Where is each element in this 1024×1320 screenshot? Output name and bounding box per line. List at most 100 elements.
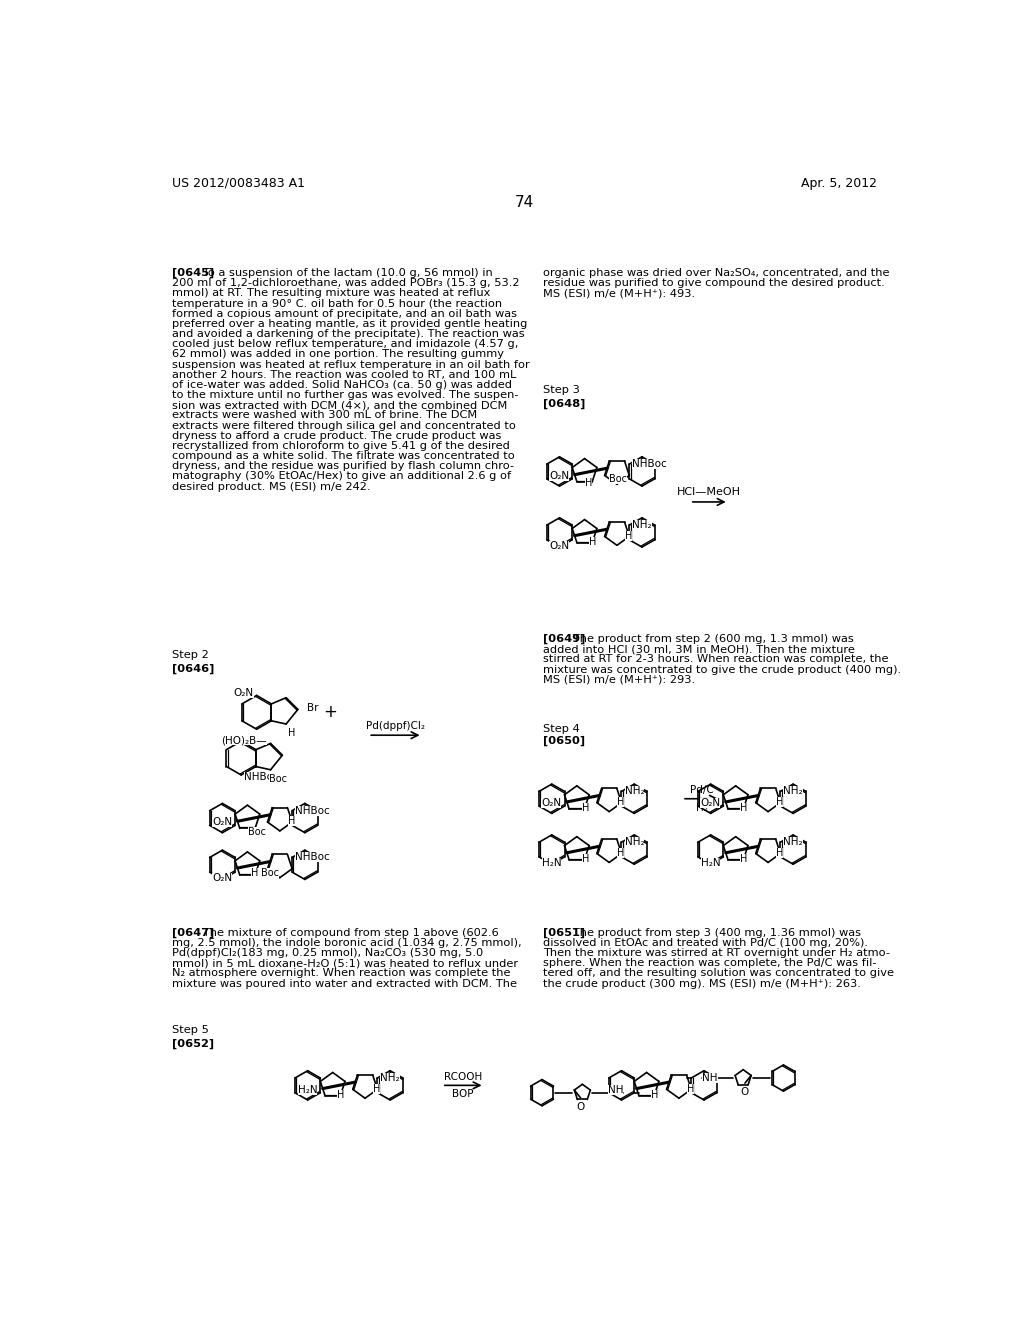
Text: [0649]: [0649] [543, 634, 585, 644]
Text: 62 mmol) was added in one portion. The resulting gummy: 62 mmol) was added in one portion. The r… [172, 350, 504, 359]
Text: NH: NH [702, 1073, 718, 1082]
Text: NHBoc: NHBoc [633, 459, 667, 469]
Text: NH₂: NH₂ [783, 787, 803, 796]
Text: (HO)₂B—: (HO)₂B— [221, 735, 266, 746]
Text: [0652]: [0652] [172, 1039, 214, 1049]
Text: mixture was poured into water and extracted with DCM. The: mixture was poured into water and extrac… [172, 978, 517, 989]
Text: stirred at RT for 2-3 hours. When reaction was complete, the: stirred at RT for 2-3 hours. When reacti… [543, 655, 888, 664]
Text: H₂N: H₂N [542, 858, 561, 867]
Text: NHBoc: NHBoc [245, 771, 279, 781]
Text: Step 2: Step 2 [172, 651, 209, 660]
Text: O₂N: O₂N [212, 817, 232, 828]
Text: H: H [288, 727, 295, 738]
Text: RCOOH: RCOOH [444, 1072, 482, 1081]
Text: NH₂: NH₂ [381, 1073, 400, 1082]
Text: H: H [740, 854, 748, 865]
Text: extracts were washed with 300 mL of brine. The DCM: extracts were washed with 300 mL of brin… [172, 411, 477, 421]
Text: NH₂: NH₂ [633, 520, 652, 531]
Text: H: H [687, 1084, 694, 1094]
Text: BOP: BOP [453, 1089, 474, 1100]
Text: NH: NH [608, 1085, 624, 1096]
Text: H: H [338, 1090, 345, 1100]
Text: dryness to afford a crude product. The crude product was: dryness to afford a crude product. The c… [172, 430, 502, 441]
Text: O: O [740, 1086, 750, 1097]
Text: H: H [651, 1090, 658, 1100]
Text: of ice-water was added. Solid NaHCO₃ (ca. 50 g) was added: of ice-water was added. Solid NaHCO₃ (ca… [172, 380, 512, 389]
Text: O₂N: O₂N [549, 471, 569, 480]
Text: O₂N: O₂N [233, 688, 254, 698]
Text: mixture was concentrated to give the crude product (400 mg).: mixture was concentrated to give the cru… [543, 664, 901, 675]
Text: To a suspension of the lactam (10.0 g, 56 mmol) in: To a suspension of the lactam (10.0 g, 5… [193, 268, 493, 279]
Text: The product from step 3 (400 mg, 1.36 mmol) was: The product from step 3 (400 mg, 1.36 mm… [562, 928, 861, 937]
Text: H: H [617, 847, 625, 858]
Text: H: H [776, 847, 783, 858]
Text: Step 5: Step 5 [172, 1026, 209, 1035]
Text: and avoided a darkening of the precipitate). The reaction was: and avoided a darkening of the precipita… [172, 329, 524, 339]
Text: suspension was heated at reflux temperature in an oil bath for: suspension was heated at reflux temperat… [172, 359, 530, 370]
Text: dryness, and the residue was purified by flash column chro-: dryness, and the residue was purified by… [172, 461, 514, 471]
Text: extracts were filtered through silica gel and concentrated to: extracts were filtered through silica ge… [172, 421, 516, 430]
Text: N₂ atmosphere overnight. When reaction was complete the: N₂ atmosphere overnight. When reaction w… [172, 969, 511, 978]
Text: preferred over a heating mantle, as it provided gentle heating: preferred over a heating mantle, as it p… [172, 319, 527, 329]
Text: Br: Br [307, 702, 318, 713]
Text: Boc: Boc [269, 774, 287, 784]
Text: NH₂: NH₂ [625, 787, 644, 796]
Text: H₂: H₂ [695, 803, 708, 813]
Text: H: H [373, 1084, 380, 1094]
Text: added into HCl (30 ml, 3M in MeOH). Then the mixture: added into HCl (30 ml, 3M in MeOH). Then… [543, 644, 854, 655]
Text: H: H [585, 478, 592, 488]
Text: Then the mixture was stirred at RT overnight under H₂ atmo-: Then the mixture was stirred at RT overn… [543, 948, 890, 958]
Text: H: H [740, 804, 748, 813]
Text: [0650]: [0650] [543, 735, 585, 746]
Text: O₂N: O₂N [549, 540, 569, 550]
Text: matography (30% EtOAc/Hex) to give an additional 2.6 g of: matography (30% EtOAc/Hex) to give an ad… [172, 471, 511, 482]
Text: mg, 2.5 mmol), the indole boronic acid (1.034 g, 2.75 mmol),: mg, 2.5 mmol), the indole boronic acid (… [172, 939, 522, 948]
Text: MS (ESI) m/e (M+H⁺): 493.: MS (ESI) m/e (M+H⁺): 493. [543, 289, 694, 298]
Text: desired product. MS (ESI) m/e 242.: desired product. MS (ESI) m/e 242. [172, 482, 371, 491]
Text: dissolved in EtOAc and treated with Pd/C (100 mg, 20%).: dissolved in EtOAc and treated with Pd/C… [543, 939, 867, 948]
Text: organic phase was dried over Na₂SO₄, concentrated, and the: organic phase was dried over Na₂SO₄, con… [543, 268, 889, 279]
Text: Boc: Boc [249, 828, 266, 837]
Text: tered off, and the resulting solution was concentrated to give: tered off, and the resulting solution wa… [543, 969, 894, 978]
Text: US 2012/0083483 A1: US 2012/0083483 A1 [172, 177, 305, 190]
Text: H: H [582, 804, 589, 813]
Text: sphere. When the reaction was complete, the Pd/C was fil-: sphere. When the reaction was complete, … [543, 958, 877, 969]
Text: [0648]: [0648] [543, 399, 585, 408]
Text: H: H [251, 869, 259, 878]
Text: Pd(dppf)Cl₂: Pd(dppf)Cl₂ [366, 721, 425, 731]
Text: Pd/C: Pd/C [689, 785, 714, 795]
Text: HCl—MeOH: HCl—MeOH [677, 487, 741, 498]
Text: O₂N: O₂N [700, 799, 720, 808]
Text: temperature in a 90° C. oil bath for 0.5 hour (the reaction: temperature in a 90° C. oil bath for 0.5… [172, 298, 503, 309]
Text: Step 3: Step 3 [543, 385, 580, 395]
Text: formed a copious amount of precipitate, and an oil bath was: formed a copious amount of precipitate, … [172, 309, 517, 319]
Text: mmol) at RT. The resulting mixture was heated at reflux: mmol) at RT. The resulting mixture was h… [172, 289, 490, 298]
Text: Apr. 5, 2012: Apr. 5, 2012 [802, 177, 878, 190]
Text: Pd(dppf)Cl₂(183 mg, 0.25 mmol), Na₂CO₃ (530 mg, 5.0: Pd(dppf)Cl₂(183 mg, 0.25 mmol), Na₂CO₃ (… [172, 948, 483, 958]
Text: The mixture of compound from step 1 above (602.6: The mixture of compound from step 1 abov… [193, 928, 499, 937]
Text: H: H [625, 531, 632, 541]
Text: sion was extracted with DCM (4×), and the combined DCM: sion was extracted with DCM (4×), and th… [172, 400, 508, 411]
Text: Step 4: Step 4 [543, 723, 580, 734]
Text: [0651]: [0651] [543, 928, 585, 939]
Text: compound as a white solid. The filtrate was concentrated to: compound as a white solid. The filtrate … [172, 451, 515, 461]
Text: H: H [582, 854, 589, 865]
Text: [0647]: [0647] [172, 928, 214, 939]
Text: another 2 hours. The reaction was cooled to RT, and 100 mL: another 2 hours. The reaction was cooled… [172, 370, 516, 380]
Text: 74: 74 [515, 195, 535, 210]
Text: H₂N: H₂N [700, 858, 720, 867]
Text: H: H [617, 797, 625, 807]
Text: H: H [589, 537, 596, 548]
Text: NHBoc: NHBoc [295, 853, 330, 862]
Text: residue was purified to give compound the desired product.: residue was purified to give compound th… [543, 279, 885, 288]
Text: [0646]: [0646] [172, 664, 215, 673]
Text: MS (ESI) m/e (M+H⁺): 293.: MS (ESI) m/e (M+H⁺): 293. [543, 675, 694, 685]
Text: to the mixture until no further gas was evolved. The suspen-: to the mixture until no further gas was … [172, 391, 519, 400]
Text: NHBoc: NHBoc [295, 805, 330, 816]
Text: O₂N: O₂N [542, 799, 561, 808]
Text: [0645]: [0645] [172, 268, 214, 279]
Text: Boc: Boc [261, 867, 279, 878]
Text: the crude product (300 mg). MS (ESI) m/e (M+H⁺): 263.: the crude product (300 mg). MS (ESI) m/e… [543, 978, 860, 989]
Text: H₂N: H₂N [298, 1085, 317, 1094]
Text: mmol) in 5 mL dioxane-H₂O (5:1) was heated to reflux under: mmol) in 5 mL dioxane-H₂O (5:1) was heat… [172, 958, 518, 969]
